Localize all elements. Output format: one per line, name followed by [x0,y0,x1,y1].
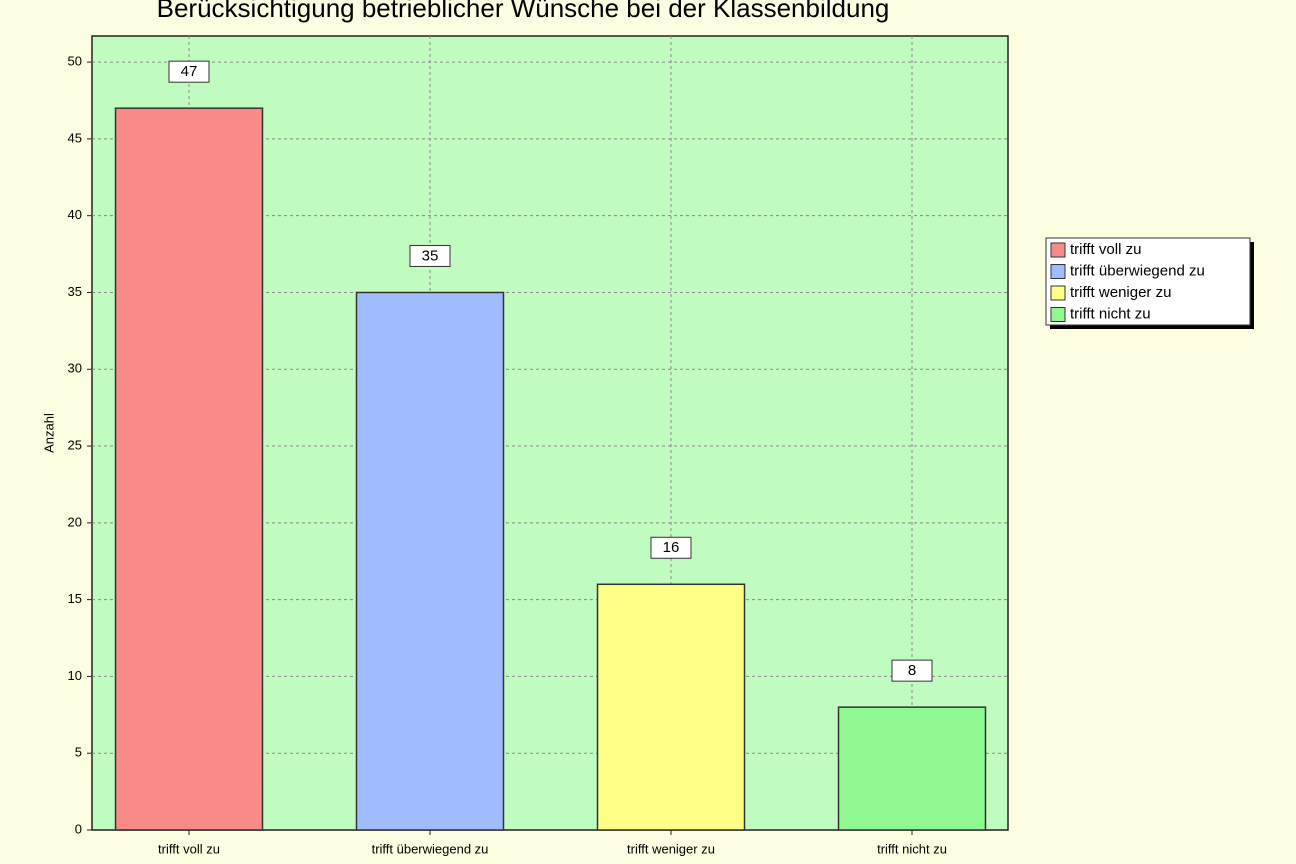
value-label: 47 [181,63,198,80]
y-tick-label: 35 [68,284,82,299]
y-tick-label: 20 [68,514,82,529]
legend-label: trifft überwiegend zu [1070,262,1205,279]
bar [837,706,987,831]
y-axis-label: Anzahl [41,413,56,453]
value-label: 16 [663,539,680,556]
legend-label: trifft weniger zu [1070,284,1171,301]
y-tick-label: 0 [75,821,82,836]
legend-swatch [1050,285,1066,301]
legend-swatch [1050,242,1066,258]
legend-label: trifft voll zu [1070,241,1141,258]
bar [596,583,746,831]
value-label: 35 [422,247,439,264]
bar [355,291,505,831]
legend-swatch [1050,307,1066,322]
x-tick-label: trifft überwiegend zu [372,841,489,856]
value-label-box [409,244,451,267]
chart-title: Berücksichtigung betrieblicher Wünsche b… [157,0,890,23]
value-label-box [650,536,692,559]
y-tick-label: 5 [75,745,82,760]
x-tick-label: trifft voll zu [158,841,220,856]
bar [114,107,264,831]
legend-box [1045,237,1251,326]
y-tick-label: 10 [68,668,82,683]
legend-label: trifft nicht zu [1070,305,1151,322]
y-tick-label: 50 [68,54,82,69]
y-tick-label: 25 [68,437,82,452]
x-tick-label: trifft weniger zu [627,841,715,856]
value-label-box [891,659,933,682]
value-label: 8 [908,662,916,679]
value-label-box [168,60,210,83]
y-tick-label: 30 [68,361,82,376]
y-tick-label: 15 [68,591,82,606]
y-tick-label: 40 [68,207,82,222]
legend-swatch [1050,264,1066,279]
y-tick-label: 45 [68,130,82,145]
x-tick-label: trifft nicht zu [877,841,947,856]
